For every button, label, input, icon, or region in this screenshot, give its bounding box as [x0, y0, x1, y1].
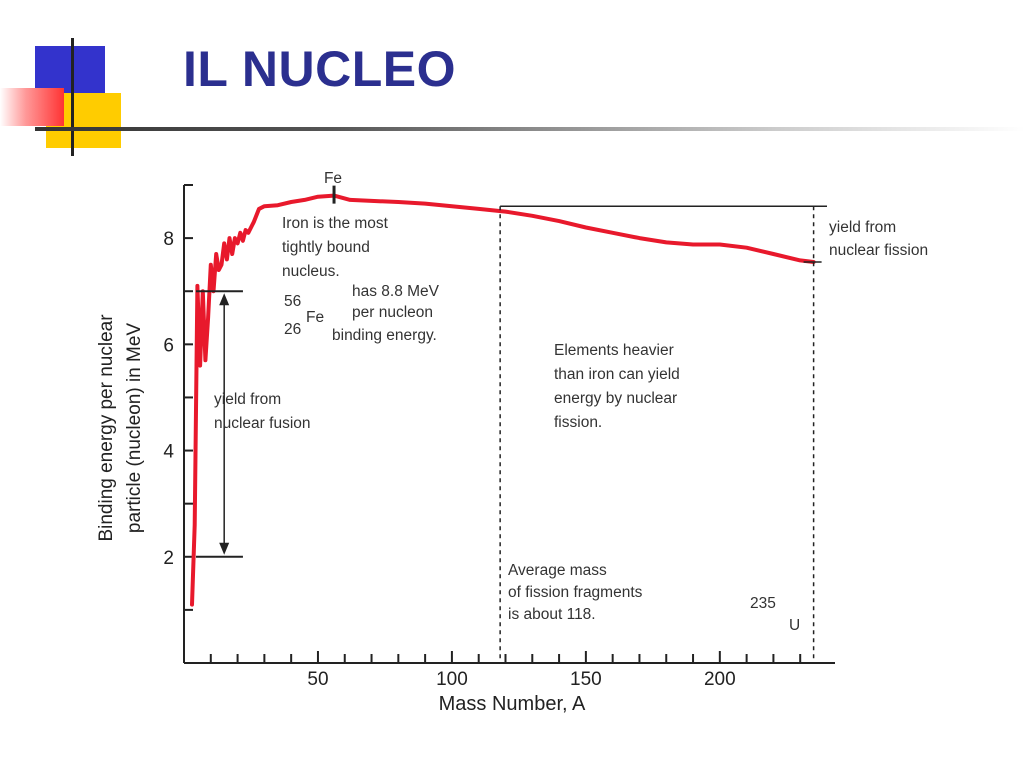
iron-note-line: Iron is the most — [282, 215, 389, 232]
fe-energy-note-line: per nucleon — [352, 304, 433, 321]
average-note-line: of fission fragments — [508, 584, 643, 601]
slide-title: IL NUCLEO — [183, 41, 457, 97]
fe-atomic-number: 26 — [284, 321, 301, 338]
fusion-arrow-head-down — [219, 542, 230, 555]
x-tick-label: 50 — [307, 669, 328, 690]
u-mass-number: 235 — [750, 595, 776, 612]
fusion-note-line: yield from — [214, 391, 281, 408]
deco-vertical-line — [71, 38, 74, 156]
heavier-note-line: Elements heavier — [554, 342, 674, 359]
x-tick-label: 200 — [704, 669, 736, 690]
x-axis-label: Mass Number, A — [439, 693, 586, 715]
fission-note-line: nuclear fission — [829, 242, 928, 259]
heavier-elements-note: Elements heavier than iron can yield ene… — [554, 342, 684, 431]
deco-red-bar — [0, 88, 64, 126]
x-tick-label: 150 — [570, 669, 602, 690]
title-divider — [35, 127, 1024, 131]
iron-note: Iron is the most tightly bound nucleus. — [282, 215, 392, 280]
fission-note: yield from nuclear fission — [829, 219, 928, 259]
heavier-note-line: energy by nuclear — [554, 390, 677, 407]
fe-energy-note: has 8.8 MeV per nucleon binding energy. — [332, 283, 443, 344]
y-tick-label: 6 — [163, 335, 174, 356]
average-note-line: is about 118. — [508, 606, 596, 623]
fe-energy-note-line: binding energy. — [332, 327, 437, 344]
fe-mass-number: 56 — [284, 293, 301, 310]
y-tick-label: 2 — [163, 548, 174, 569]
average-mass-note: Average mass of fission fragments is abo… — [508, 562, 647, 623]
fe-marker-label: Fe — [324, 170, 342, 187]
u-symbol: U — [789, 617, 800, 634]
iron-note-line: nucleus. — [282, 263, 340, 280]
y-tick-label: 4 — [163, 442, 174, 463]
iron-note-line: tightly bound — [282, 239, 370, 256]
average-note-line: Average mass — [508, 562, 607, 579]
fusion-arrow-head-up — [219, 293, 230, 306]
heavier-note-line: than iron can yield — [554, 366, 680, 383]
fusion-note-line: nuclear fusion — [214, 415, 311, 432]
y-axis-label-line2: particle (nucleon) in MeV — [124, 323, 145, 533]
x-tick-label: 100 — [436, 669, 468, 690]
y-axis-label-line1: Binding energy per nuclear — [96, 314, 117, 542]
fe-energy-note-line: has 8.8 MeV — [352, 283, 440, 300]
fe-symbol: Fe — [306, 309, 324, 326]
fission-note-line: yield from — [829, 219, 896, 236]
y-tick-label: 8 — [163, 229, 174, 250]
heavier-note-line: fission. — [554, 414, 602, 431]
fusion-note: yield from nuclear fusion — [214, 391, 311, 432]
